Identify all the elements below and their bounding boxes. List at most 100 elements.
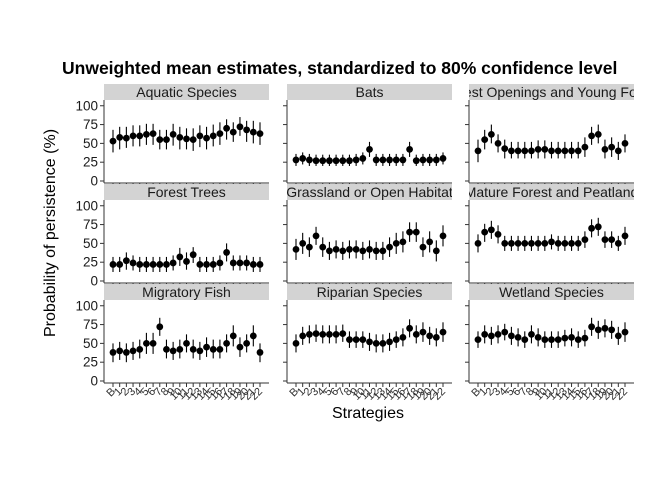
data-point [588,224,595,232]
data-point [116,347,124,355]
data-point [223,339,230,347]
data-point [359,336,367,344]
data-point [346,246,353,253]
data-point [514,333,522,341]
data-point [196,132,204,140]
data-point [163,346,170,353]
data-point [521,147,529,155]
data-point [501,145,509,153]
data-point [594,326,602,334]
data-point [481,136,489,144]
data-point [487,332,495,340]
data-point [487,130,495,138]
data-point [299,155,307,162]
data-point [229,128,237,136]
data-point [419,328,427,336]
data-point [319,243,327,251]
data-point [372,339,380,347]
data-point [116,133,124,141]
facet-strip [469,84,634,100]
data-point [122,134,130,142]
data-point [386,156,393,164]
data-point [109,137,117,145]
data-point [474,336,482,344]
facet-strip [287,84,452,100]
data-point [169,130,177,138]
data-point [594,130,602,138]
data-point [319,157,327,165]
y-tick-label: 100 [75,98,98,113]
y-tick-label: 75 [83,217,98,232]
data-point [156,323,164,331]
data-point [305,156,313,164]
facet-strip-label: Migratory Fish [142,284,231,300]
facet-grassland-or-open-habitat: Grassland or Open Habitat [283,184,452,287]
data-point [561,239,569,247]
data-point [621,139,629,147]
data-point [256,261,264,268]
data-point [326,330,333,338]
data-point [149,130,157,138]
data-point [216,346,224,353]
chart-panels: Aquatic Species 0 25 50 75 100 Bats Forest Open… [75,84,634,403]
facet-mature-forest-and-peatland: Mature Forest and Peatland [465,184,634,287]
data-point [209,261,217,268]
data-point [129,259,137,267]
data-point [581,236,589,244]
data-point [143,130,150,138]
data-point [223,249,230,256]
y-tick-label: 25 [83,155,98,170]
data-point [487,226,495,234]
data-point [432,333,440,341]
data-point [501,239,509,247]
data-point [176,253,184,261]
data-point [541,336,549,344]
facet-strip-label: Bats [355,84,383,100]
facet-strip [287,184,452,200]
data-point [508,332,515,340]
data-point [534,239,542,247]
facet-strip-label: Aquatic Species [136,84,236,100]
data-point [474,239,482,247]
data-point [406,228,413,236]
data-point [129,132,137,140]
data-point [256,349,264,356]
data-point [156,261,164,268]
data-point [249,128,257,136]
data-point [305,330,313,338]
data-point [312,330,320,337]
data-point [136,346,144,353]
data-point [379,339,387,347]
data-point [392,156,400,164]
data-point [439,232,447,240]
y-tick-label: 0 [90,274,98,289]
data-point [216,130,224,138]
data-point [366,146,373,153]
data-point [554,239,562,247]
y-tick-label: 50 [83,336,98,351]
chart-title: Unweighted mean estimates, standardized … [62,58,617,78]
data-point [352,246,360,253]
data-point [209,132,217,140]
data-point [189,251,197,259]
data-point [229,259,237,267]
data-point [249,261,257,268]
data-point [366,338,373,346]
y-tick-label: 0 [90,374,98,389]
data-point [548,238,555,246]
data-point [399,333,407,341]
data-point [196,347,204,355]
facet-strip-label: Forest Trees [147,184,226,200]
data-point [412,157,420,165]
data-point [189,136,197,144]
data-point [332,330,340,338]
data-point [601,324,609,332]
data-point [332,157,340,165]
data-point [419,156,427,164]
data-point [594,223,602,231]
facet-strip-label: Riparian Species [317,284,423,300]
data-point [608,326,616,334]
data-point [136,132,144,140]
data-point [392,336,400,344]
